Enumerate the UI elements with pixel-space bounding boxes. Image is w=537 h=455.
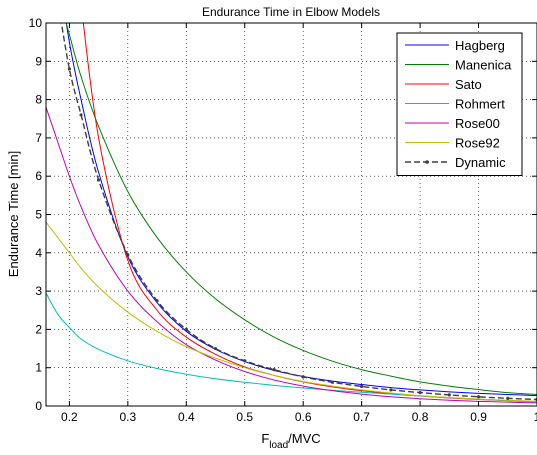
x-tick-label: 0.2: [61, 410, 78, 424]
legend-label-rose92: Rose92: [455, 136, 500, 151]
x-axis-label-main: F: [261, 431, 269, 446]
data-point-dynamic: [213, 346, 218, 351]
x-tick-label: 0.5: [236, 410, 253, 424]
chart-title: Endurance Time in Elbow Models: [202, 5, 380, 19]
x-tick-label: 0.6: [295, 410, 312, 424]
ticks: 0.20.30.40.50.60.70.80.91012345678910: [29, 16, 537, 424]
data-point-dynamic: [126, 253, 130, 257]
x-axis-label: Fload/MVC: [261, 431, 320, 451]
series-line-rose92: [46, 221, 537, 402]
x-tick-label: 1: [534, 410, 537, 424]
data-point-dynamic: [330, 380, 335, 384]
data-point-dynamic: [418, 390, 422, 395]
x-tick-label: 0.7: [353, 410, 370, 424]
y-tick-label: 1: [35, 361, 42, 375]
data-point-dynamic: [67, 67, 71, 71]
y-tick-label: 6: [35, 169, 42, 183]
y-tick-label: 4: [35, 246, 42, 260]
series-line-manenica: [65, 23, 537, 396]
series-line-rose00: [46, 107, 537, 404]
data-point-dynamic: [447, 393, 451, 397]
data-point-dynamic: [360, 384, 364, 389]
x-tick-label: 0.9: [470, 410, 487, 424]
data-point-dynamic: [155, 299, 159, 303]
y-tick-label: 5: [35, 208, 42, 222]
y-tick-label: 3: [35, 284, 42, 298]
y-axis-label: Endurance Time [min]: [6, 151, 21, 277]
data-point-dynamic: [79, 113, 83, 117]
legend-marker-dynamic: [425, 160, 429, 164]
data-point-dynamic: [184, 327, 188, 331]
data-point-dynamic: [56, 0, 59, 2]
data-point-dynamic: [506, 396, 510, 400]
legend-box: [396, 32, 523, 176]
legend-label-dynamic: Dynamic: [455, 155, 506, 170]
x-axis-label-subscript: load: [269, 440, 288, 451]
y-tick-label: 9: [35, 54, 42, 68]
series-layer: [46, 0, 537, 404]
legend-label-sato: Sato: [455, 77, 482, 92]
y-tick-label: 8: [35, 93, 42, 107]
legend-label-hagberg: Hagberg: [455, 38, 505, 53]
data-point-dynamic: [97, 178, 101, 182]
y-tick-label: 7: [35, 131, 42, 145]
x-tick-label: 0.4: [178, 410, 195, 424]
legend-label-manenica: Manenica: [455, 58, 512, 73]
x-tick-label: 0.3: [119, 410, 136, 424]
legend: Hagberg Manenica Sato Rohmert Rose00 Rose92 Dy…: [396, 32, 523, 176]
legend-label-rose00: Rose00: [455, 116, 500, 131]
data-point-dynamic: [272, 368, 276, 372]
y-tick-label: 2: [35, 322, 42, 336]
data-point-dynamic: [243, 359, 247, 363]
y-tick-label: 0: [35, 399, 42, 413]
x-tick-label: 0.8: [412, 410, 429, 424]
legend-label-rohmert: Rohmert: [455, 97, 505, 112]
data-point-dynamic: [476, 395, 481, 399]
data-point-dynamic: [301, 375, 305, 379]
series-line-hagberg: [65, 23, 537, 397]
data-point-dynamic: [389, 388, 393, 392]
y-tick-label: 10: [29, 16, 43, 30]
x-axis-label-tail: /MVC: [288, 431, 321, 446]
